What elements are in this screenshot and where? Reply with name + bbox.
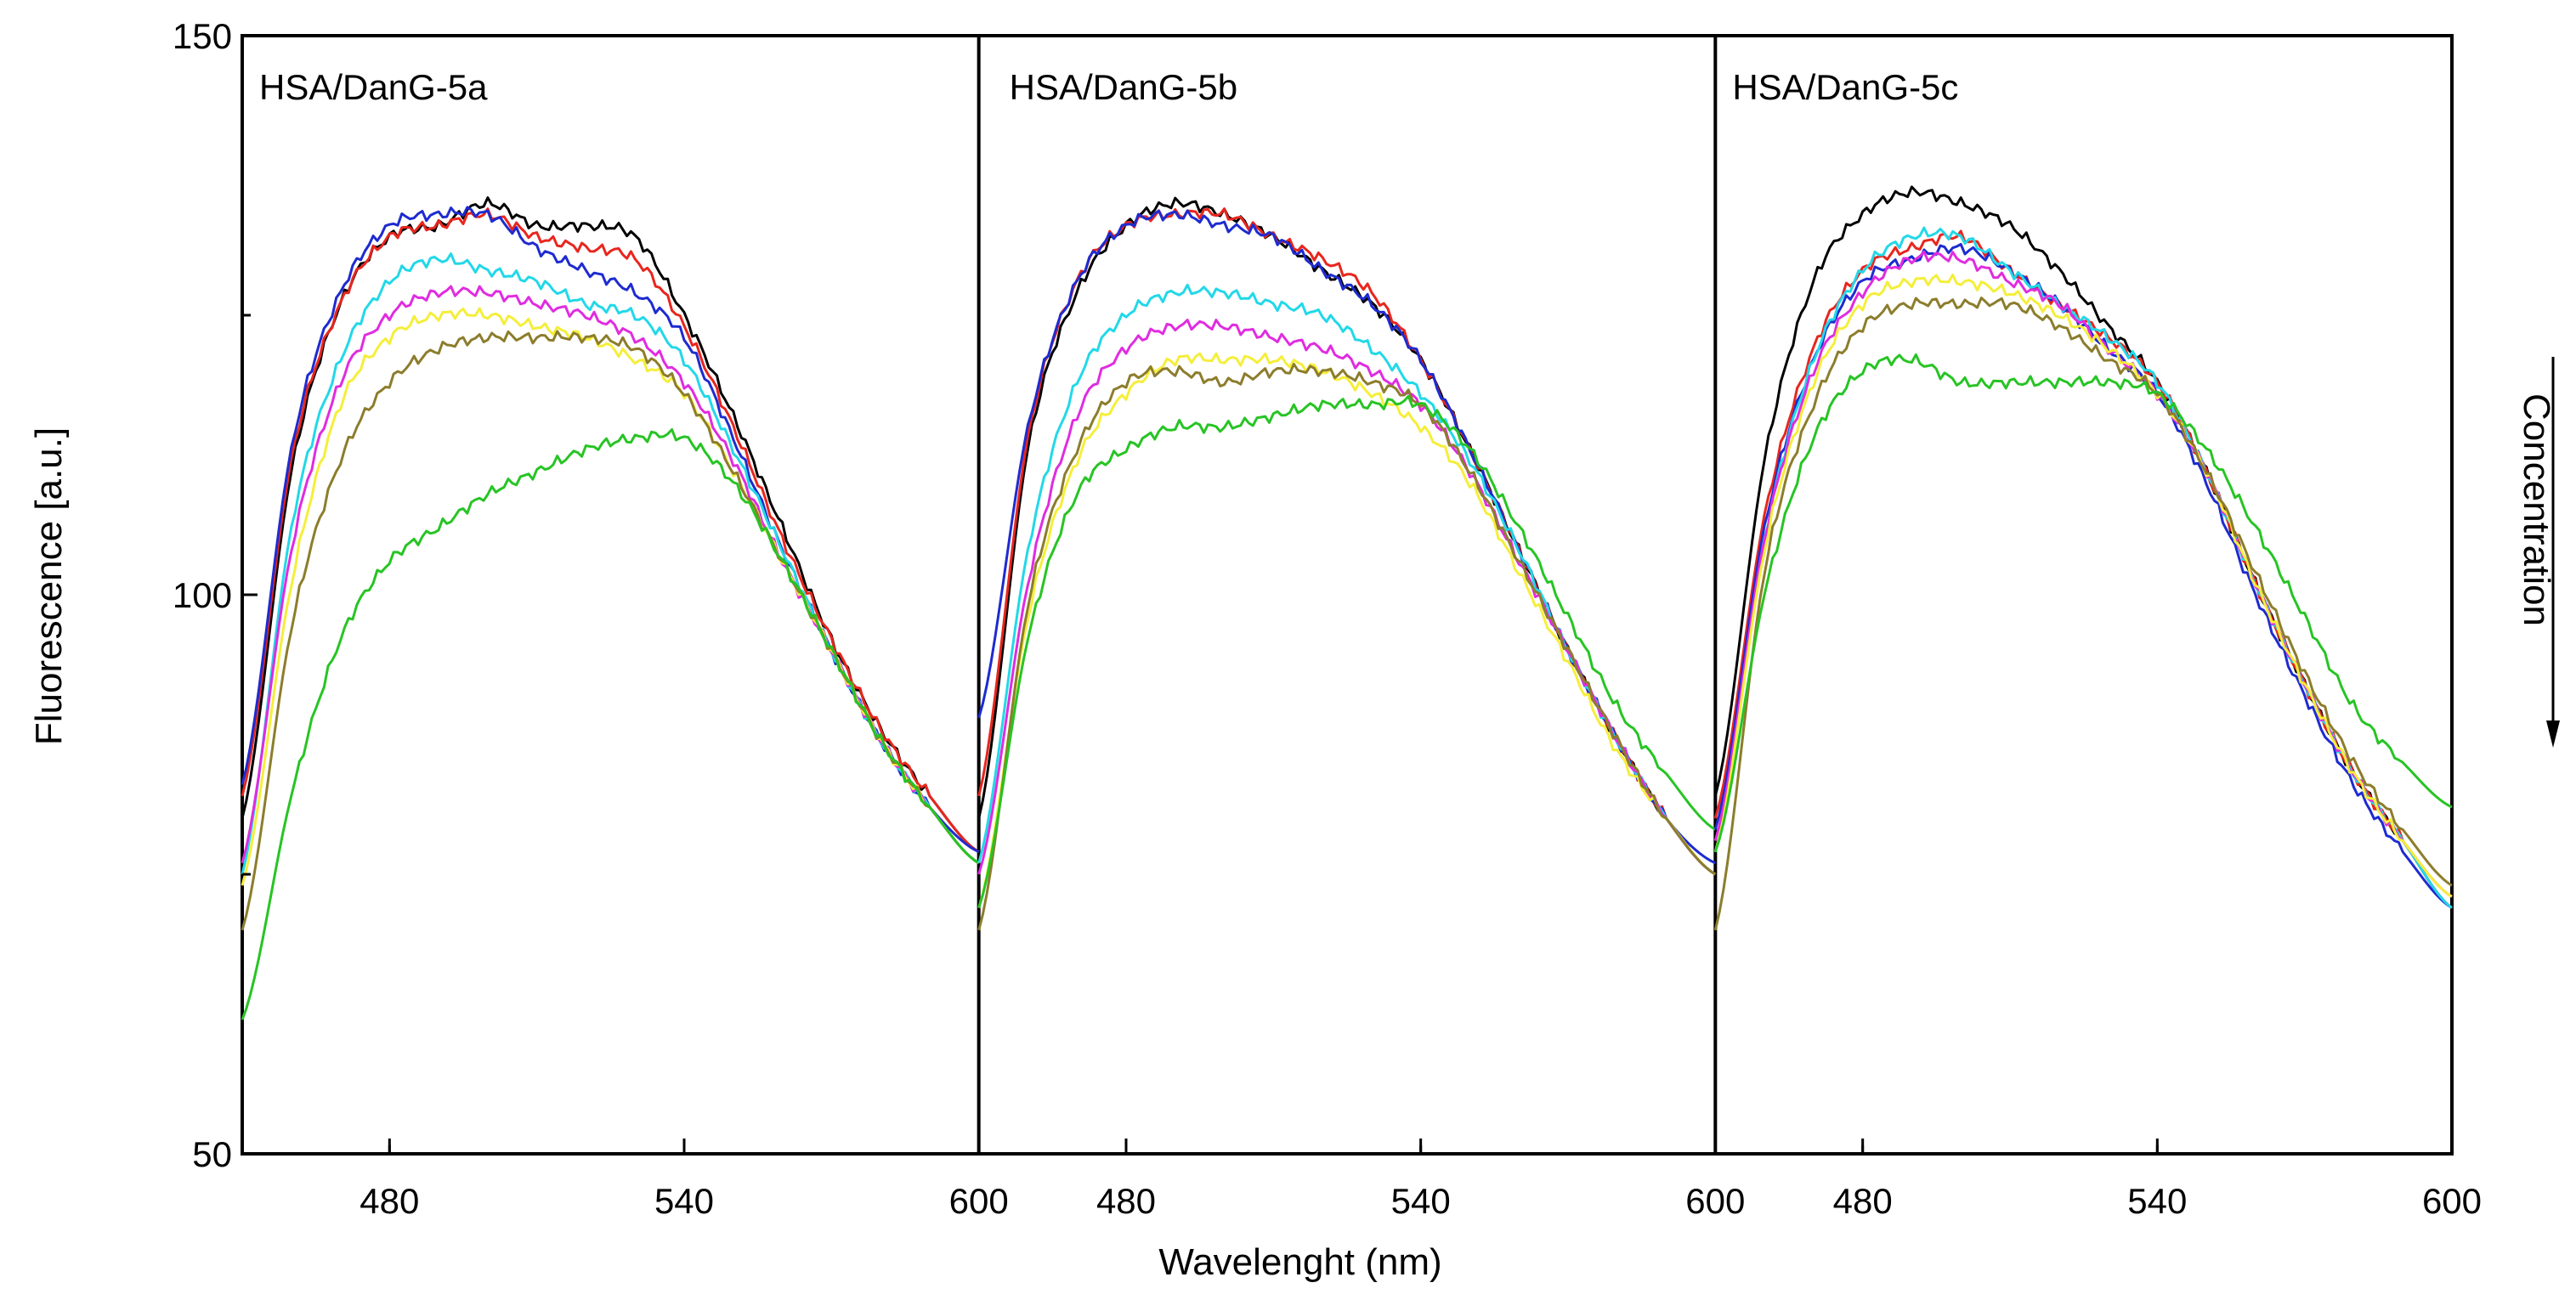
panel-title: HSA/DanG-5b	[1010, 67, 1237, 107]
y-tick-label: 100	[173, 575, 232, 615]
y-axis-label: Fluorescence [a.u.]	[28, 427, 70, 745]
plot-frame-layer	[241, 34, 2454, 1156]
series-layer	[241, 185, 2453, 1020]
panel-title: HSA/DanG-5a	[259, 67, 488, 107]
x-tick-label: 600	[949, 1181, 1009, 1221]
concentration-label: Concentration	[2516, 393, 2557, 626]
axis-layer: Fluorescence [a.u.] Wavelenght (nm) Conc…	[28, 16, 2560, 1283]
series-line-black	[977, 196, 1717, 876]
y-tick-label: 50	[192, 1134, 232, 1174]
series-line-olive	[1713, 353, 2453, 853]
series-line-magenta	[241, 307, 980, 886]
x-tick-label: 540	[654, 1181, 714, 1221]
series-line-cyan	[1713, 250, 2453, 898]
series-line-olive	[241, 428, 980, 1020]
x-tick-label: 480	[1096, 1181, 1156, 1221]
series-line-cyan	[977, 319, 1717, 876]
series-line-green	[977, 209, 1716, 865]
series-line-black	[1713, 185, 2453, 909]
series-line-black	[241, 196, 980, 853]
series-line-cyan	[241, 285, 980, 865]
series-line-blue	[977, 283, 1717, 876]
series-line-magenta	[1713, 274, 2453, 898]
y-tick-label: 150	[173, 16, 232, 56]
series-line-olive	[977, 394, 1717, 908]
x-tick-label: 540	[1391, 1181, 1451, 1221]
series-line-magenta	[977, 352, 1717, 908]
x-axis-label: Wavelenght (nm)	[1158, 1241, 1441, 1283]
series-line-red	[241, 207, 980, 853]
concentration-arrow-head	[2546, 720, 2560, 748]
x-tick-label: 600	[1685, 1181, 1745, 1221]
series-line-yellow	[977, 363, 1717, 931]
x-tick-label: 600	[2422, 1181, 2482, 1221]
series-line-green	[1713, 243, 2453, 909]
x-tick-label: 480	[1833, 1181, 1893, 1221]
series-line-red	[977, 207, 1717, 876]
plot-border	[241, 34, 2454, 1156]
series-line-yellow	[241, 330, 980, 931]
x-tick-label: 480	[360, 1181, 419, 1221]
x-tick-label: 540	[2127, 1181, 2187, 1221]
series-line-yellow	[1713, 297, 2453, 931]
panel-title: HSA/DanG-5c	[1732, 67, 1958, 107]
